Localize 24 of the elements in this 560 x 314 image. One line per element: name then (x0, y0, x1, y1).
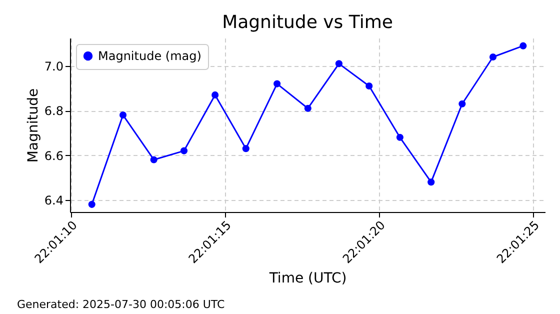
point (428, 178, 435, 186)
point (520, 42, 527, 50)
point (242, 145, 250, 152)
y-tick-label: 6.4 (44, 193, 64, 208)
legend-label: Magnitude (mag) (98, 49, 202, 63)
point (274, 80, 281, 88)
text: Generated: 2025-07-30 00:05:06 UTC (17, 298, 225, 311)
point (335, 60, 342, 68)
y-axis-title: Magnitude (25, 88, 42, 163)
point (212, 91, 219, 98)
chart-title: Magnitude vs Time (222, 12, 393, 33)
y-tick-label: 6.6 (44, 148, 64, 163)
y-tick-label: 6.8 (44, 104, 64, 118)
point (180, 147, 188, 154)
x-axis-title: Time (UTC) (268, 270, 347, 286)
point (366, 82, 373, 90)
y-tick-label: 7.0 (44, 59, 64, 74)
point (119, 112, 127, 119)
point (88, 200, 96, 208)
point (489, 53, 497, 61)
point (396, 134, 404, 141)
point (458, 100, 466, 108)
point (304, 104, 312, 112)
point (150, 156, 158, 164)
